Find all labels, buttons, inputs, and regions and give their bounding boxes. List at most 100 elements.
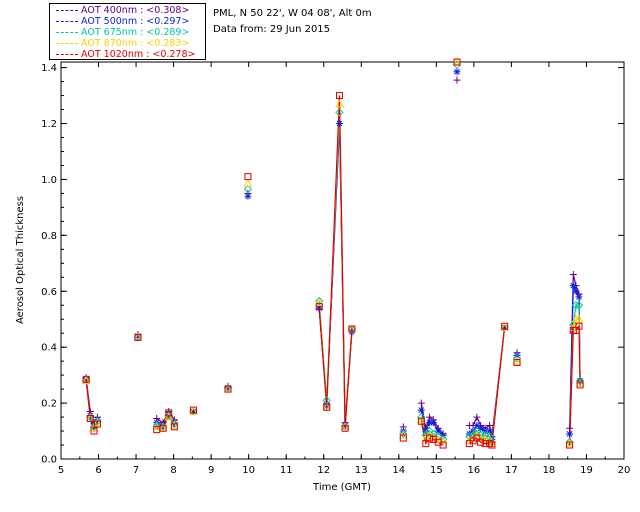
data-point-s2-33 <box>512 354 522 363</box>
data-point-s4-4 <box>134 333 142 341</box>
data-point-s4-37 <box>575 322 583 330</box>
data-point-s4-10 <box>224 385 232 393</box>
x-tick-label: 13 <box>355 465 368 476</box>
data-point-s1-30 <box>486 427 494 435</box>
data-point-s4-33 <box>513 359 521 367</box>
x-axis-label: Time (GMT) <box>312 482 371 493</box>
series-line-1 <box>85 123 581 440</box>
data-point-s4-28 <box>477 438 485 446</box>
data-point-s2-14 <box>335 108 344 117</box>
x-tick-label: 6 <box>95 465 101 476</box>
data-point-s3-15 <box>340 422 350 431</box>
data-point-s4-2 <box>90 427 98 435</box>
legend-label-675: AOT 675nm : <0.289> <box>81 27 190 38</box>
data-point-s4-34 <box>566 441 574 449</box>
data-point-s2-8 <box>170 419 179 429</box>
data-point-s2-0 <box>81 376 91 385</box>
legend-label-870: AOT 870nm : <0.283> <box>81 38 190 49</box>
y-tick-label: 1.2 <box>41 119 57 130</box>
data-point-s1-24 <box>453 68 461 76</box>
data-point-s4-3 <box>93 420 101 428</box>
legend-entry: AOT 1020nm : <0.278> <box>56 49 195 60</box>
y-tick-label: 1.0 <box>41 175 57 186</box>
data-point-s3-8 <box>170 420 179 429</box>
y-tick-label: 1.4 <box>41 63 57 74</box>
data-point-s4-15 <box>341 424 349 432</box>
data-point-s1-9 <box>189 407 197 415</box>
data-point-s2-5 <box>152 421 161 430</box>
data-point-s4-9 <box>189 406 197 414</box>
series-line-0 <box>85 123 581 437</box>
data-point-s2-4 <box>133 333 143 342</box>
legend-label-400: AOT 400nm : <0.308> <box>81 5 190 16</box>
data-point-s4-13 <box>323 403 331 411</box>
data-point-s0-35 <box>569 270 577 278</box>
data-point-s1-21 <box>429 419 437 427</box>
x-tick-label: 17 <box>505 465 518 476</box>
data-point-s3-32 <box>500 323 509 331</box>
data-point-s3-0 <box>81 376 91 385</box>
data-point-s2-21 <box>429 429 438 439</box>
x-tick-label: 10 <box>242 465 255 476</box>
data-point-s3-28 <box>476 433 485 442</box>
data-point-s2-17 <box>399 429 408 439</box>
x-tick-label: 7 <box>133 465 139 476</box>
legend-entry: AOT 870nm : <0.283> <box>56 38 189 49</box>
data-point-s4-20 <box>426 434 434 442</box>
data-point-s2-7 <box>164 411 173 420</box>
data-point-s1-14 <box>335 120 343 128</box>
legend-box: AOT 400nm : <0.308> AOT 500nm : <0.297> … <box>49 3 206 60</box>
data-point-s4-7 <box>165 409 173 417</box>
data-point-s4-0 <box>82 375 90 383</box>
data-point-s4-11 <box>244 173 252 181</box>
data-point-s2-22 <box>434 432 443 441</box>
legend-label-1020: AOT 1020nm : <0.278> <box>81 49 196 60</box>
data-point-s3-11 <box>243 179 253 187</box>
y-tick-label: 0.0 <box>41 455 57 466</box>
y-axis-label: Aerosol Optical Thickness <box>15 196 26 324</box>
date-info: Data from: 29 Jun 2015 <box>213 24 331 35</box>
site-info: PML, N 50 22', W 04 08', Alt 0m <box>213 8 372 19</box>
data-point-s4-18 <box>417 417 425 425</box>
data-point-s1-27 <box>473 421 481 429</box>
data-point-s2-37 <box>574 301 584 310</box>
data-point-s4-38 <box>576 381 584 389</box>
data-point-s2-38 <box>575 376 585 385</box>
legend-swatch-675 <box>56 32 78 33</box>
data-point-s4-24 <box>453 58 461 66</box>
data-point-s4-30 <box>486 440 494 448</box>
data-point-s2-11 <box>243 185 253 194</box>
data-point-s2-23 <box>438 435 448 444</box>
legend-swatch-1020 <box>56 54 78 55</box>
data-point-s1-34 <box>566 430 574 438</box>
x-tick-label: 18 <box>543 465 556 476</box>
data-point-s1-20 <box>426 419 434 427</box>
data-point-s1-35 <box>569 282 577 290</box>
data-point-s1-36 <box>572 287 580 295</box>
data-point-s3-33 <box>512 356 522 365</box>
x-tick-label: 19 <box>580 465 593 476</box>
x-tick-label: 15 <box>430 465 443 476</box>
x-tick-label: 14 <box>392 465 405 476</box>
data-point-s1-12 <box>315 304 323 312</box>
data-point-s4-8 <box>170 423 178 431</box>
data-point-s1-18 <box>417 406 425 414</box>
data-point-s1-10 <box>224 384 232 392</box>
data-point-s2-9 <box>189 407 198 416</box>
x-tick-label: 5 <box>58 465 64 476</box>
data-point-s4-16 <box>348 325 356 333</box>
data-point-s1-37 <box>575 293 583 301</box>
x-tick-label: 16 <box>467 465 480 476</box>
data-point-s2-18 <box>417 412 426 422</box>
data-point-s1-11 <box>244 192 252 200</box>
data-point-s3-9 <box>189 406 198 415</box>
data-point-s4-29 <box>481 440 489 448</box>
data-point-s3-3 <box>93 418 102 426</box>
legend-entry: AOT 675nm : <0.289> <box>56 27 189 38</box>
data-point-s4-6 <box>159 424 167 432</box>
data-point-s3-21 <box>428 433 438 442</box>
data-point-s4-14 <box>335 92 343 100</box>
data-point-s0-24 <box>453 76 461 84</box>
data-point-s3-38 <box>575 378 585 387</box>
x-tick-label: 20 <box>618 465 631 476</box>
